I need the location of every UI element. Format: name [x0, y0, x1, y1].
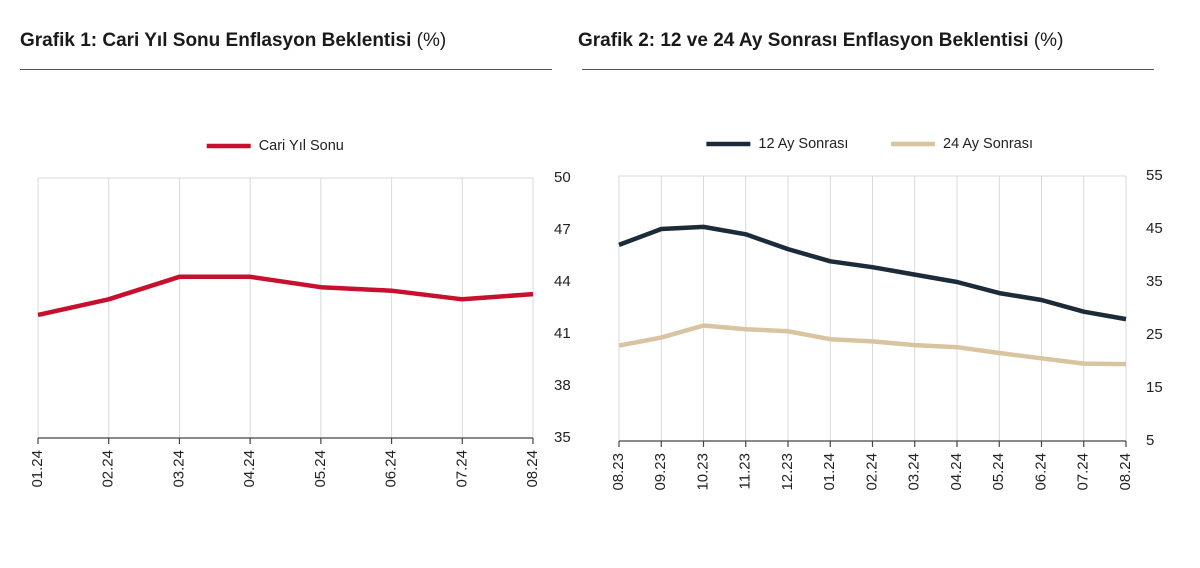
chart2-x-tick-label: 06.24 [1032, 453, 1049, 491]
chart2-x-tick-label: 04.24 [948, 453, 965, 491]
chart2-x-tick-label: 08.23 [610, 453, 627, 491]
chart1-x-tick-label: 03.24 [170, 450, 187, 488]
chart1-y-tick-label: 35 [554, 429, 571, 446]
chart1-x-tick-label: 08.24 [524, 450, 541, 488]
chart2-x-tick-label: 07.24 [1075, 453, 1092, 491]
chart1-y-tick-label: 50 [554, 169, 571, 186]
chart2-y-tick-label: 5 [1146, 432, 1154, 449]
chart2-y-tick-label: 45 [1146, 220, 1163, 237]
chart1-x-tick-label: 04.24 [241, 450, 258, 488]
chart2-legend-label: 12 Ay Sonrası [758, 136, 848, 152]
chart2-x-tick-label: 08.24 [1117, 453, 1134, 491]
chart2-x-tick-label: 12.23 [779, 453, 796, 491]
chart1-legend-label: Cari Yıl Sonu [259, 138, 344, 154]
chart2-y-tick-label: 35 [1146, 273, 1163, 290]
chart2-title-rule [582, 69, 1154, 70]
chart1-y-tick-label: 47 [554, 221, 571, 238]
chart1-y-tick-label: 38 [554, 377, 571, 394]
chart1-x-tick-label: 05.24 [312, 450, 329, 488]
chart1-x-tick-label: 06.24 [383, 450, 400, 488]
chart1-x-tick-label: 01.24 [29, 450, 46, 488]
chart2-series-line [618, 323, 1127, 367]
chart2-x-tick-label: 10.23 [694, 453, 711, 491]
chart1-title: Grafik 1: Cari Yıl Sonu Enflasyon Beklen… [20, 30, 447, 51]
chart2-x-tick-label: 01.24 [821, 453, 838, 491]
chart2-x-tick-label: 05.24 [990, 453, 1007, 491]
chart2-series-line [618, 224, 1127, 322]
chart2-y-tick-label: 15 [1146, 379, 1163, 396]
chart1-x-tick-label: 02.24 [100, 450, 117, 488]
chart2-title: Grafik 2: 12 ve 24 Ay Sonrası Enflasyon … [578, 30, 1064, 51]
chart2-legend-label: 24 Ay Sonrası [943, 136, 1033, 152]
chart2-y-tick-label: 55 [1146, 167, 1163, 184]
chart1-title-rule [20, 69, 552, 70]
chart1-y-tick-label: 44 [554, 273, 571, 290]
chart1-x-tick-label: 07.24 [453, 450, 470, 488]
chart1-series-line [37, 274, 534, 318]
chart2-x-tick-label: 09.23 [652, 453, 669, 491]
chart2-x-tick-label: 11.23 [737, 453, 754, 489]
chart1-y-tick-label: 41 [554, 325, 571, 342]
chart2-y-tick-label: 25 [1146, 326, 1163, 343]
chart2-x-tick-label: 02.24 [863, 453, 880, 491]
chart2-x-tick-label: 03.24 [906, 453, 923, 491]
